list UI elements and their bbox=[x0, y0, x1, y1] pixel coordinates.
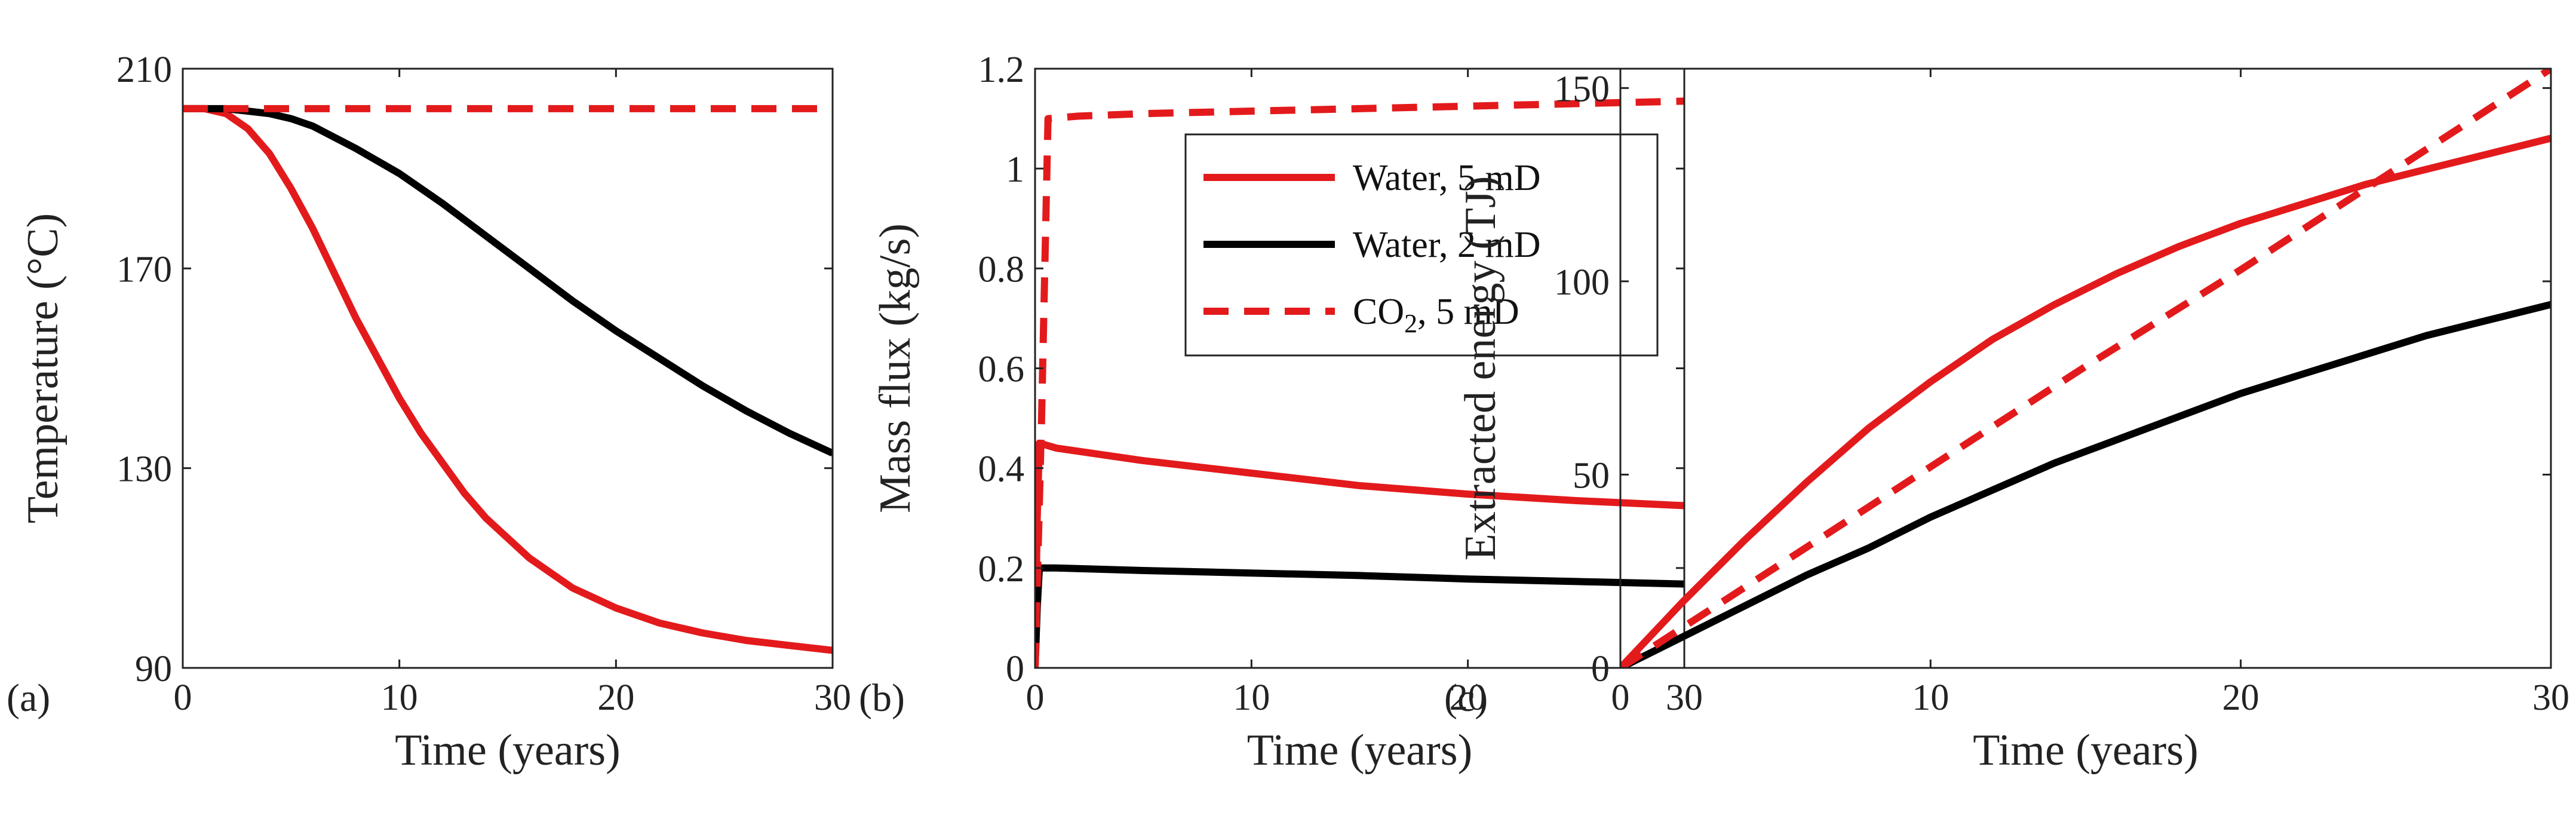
panel-label: (c) bbox=[1444, 676, 1488, 720]
y-tick-label: 0.2 bbox=[978, 549, 1025, 590]
y-tick-label: 90 bbox=[135, 649, 172, 689]
legend-label: Water, 5 mD bbox=[1353, 158, 1540, 198]
x-tick-label: 10 bbox=[1233, 677, 1270, 718]
y-tick-label: 1 bbox=[1006, 149, 1024, 190]
panel-2: 0 10 20 30 0 50 100 150 Time (years) Extracted en… bbox=[1444, 68, 2569, 775]
y-tick-label: 0.4 bbox=[978, 449, 1025, 490]
x-tick-label: 0 bbox=[1611, 677, 1630, 718]
y-tick-label: 1.2 bbox=[978, 50, 1025, 90]
x-tick-label: 10 bbox=[1912, 677, 1949, 718]
legend-label: CO2, 5 mD bbox=[1353, 292, 1519, 338]
series-line-water-5-md bbox=[1620, 134, 2551, 668]
y-tick-label: 150 bbox=[1554, 69, 1610, 109]
panel-0: 0 10 20 30 90 130 170 210 Time (years) Temperatur… bbox=[7, 50, 851, 775]
x-axis-title: Time (years) bbox=[1973, 726, 2198, 775]
x-tick-label: 0 bbox=[174, 677, 192, 718]
legend-label-sub: 2 bbox=[1404, 309, 1417, 338]
y-tick-label: 130 bbox=[116, 449, 172, 490]
panel-label: (b) bbox=[859, 676, 905, 720]
legend-label-rest: , 5 mD bbox=[1417, 292, 1519, 332]
series-line-water-2-md bbox=[183, 105, 833, 457]
series-line-co2-5-md bbox=[1035, 97, 1684, 668]
y-tick-label: 0 bbox=[1006, 649, 1024, 689]
x-tick-label: 20 bbox=[1450, 677, 1487, 718]
x-tick-label: 30 bbox=[1666, 677, 1703, 718]
y-tick-label: 210 bbox=[116, 50, 172, 90]
series-line-co2-5-md bbox=[1620, 69, 2551, 668]
panel-label: (a) bbox=[7, 676, 50, 720]
legend-label-main: CO bbox=[1353, 292, 1404, 332]
y-tick-label: 0.8 bbox=[978, 249, 1025, 290]
series-line-water-5-md bbox=[183, 105, 833, 654]
x-tick-label: 10 bbox=[381, 677, 418, 718]
plot-frame bbox=[182, 68, 834, 669]
series-line-water-2-md bbox=[1620, 300, 2551, 668]
x-tick-label: 20 bbox=[2222, 677, 2259, 718]
y-tick-label: 0.6 bbox=[978, 349, 1025, 390]
y-tick-label: 0 bbox=[1591, 649, 1610, 689]
x-axis-title: Time (years) bbox=[395, 726, 620, 775]
series-line-water-2-md bbox=[1035, 564, 1684, 668]
x-tick-label: 0 bbox=[1026, 677, 1045, 718]
x-axis-title: Time (years) bbox=[1247, 726, 1472, 775]
plot-frame bbox=[1619, 68, 2552, 669]
y-axis-title: Extracted energy (TJ) bbox=[1456, 176, 1505, 561]
x-tick-label: 30 bbox=[814, 677, 851, 718]
legend: Water, 5 mD Water, 2 mD CO2, 5 mD bbox=[1184, 133, 1659, 357]
y-tick-label: 100 bbox=[1554, 262, 1610, 303]
y-axis-title: Mass flux (kg/s) bbox=[871, 223, 920, 513]
x-tick-label: 20 bbox=[597, 677, 634, 718]
x-tick-label: 30 bbox=[2532, 677, 2569, 718]
legend-label: Water, 2 mD bbox=[1353, 225, 1540, 265]
y-tick-label: 50 bbox=[1573, 455, 1610, 496]
y-tick-label: 170 bbox=[116, 249, 172, 290]
y-axis-title: Temperature (°C) bbox=[19, 213, 67, 524]
